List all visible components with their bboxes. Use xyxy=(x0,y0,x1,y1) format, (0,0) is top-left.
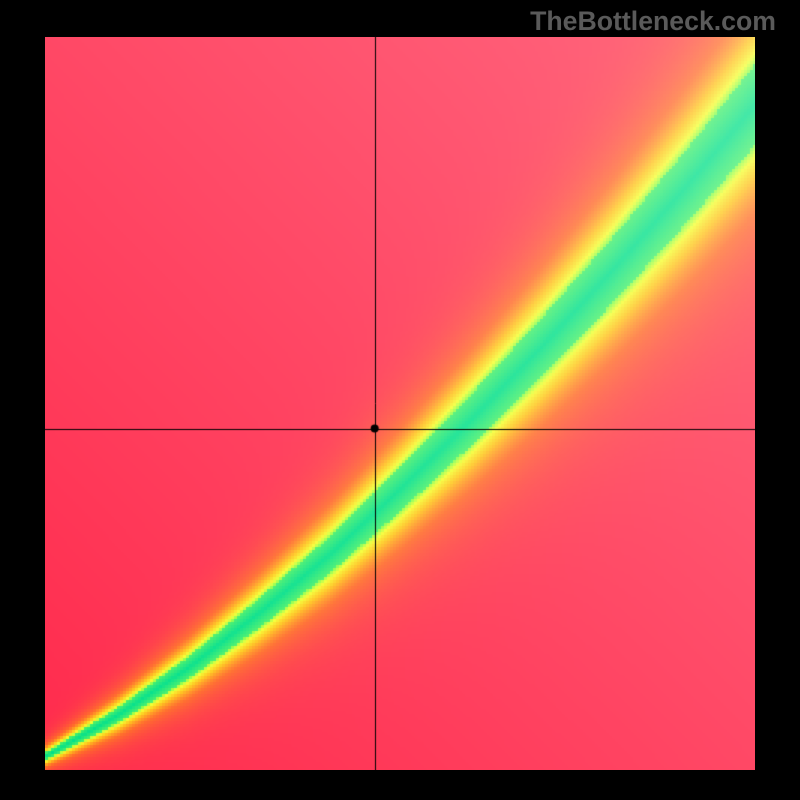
heatmap-canvas xyxy=(45,37,755,770)
watermark-text: TheBottleneck.com xyxy=(530,6,776,37)
chart-container: TheBottleneck.com xyxy=(0,0,800,800)
plot-area xyxy=(45,37,755,770)
